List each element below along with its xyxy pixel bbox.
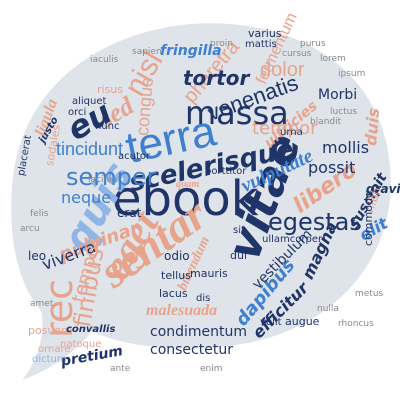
cloud-word: rhoncus <box>338 319 374 329</box>
speech-bubble-outline <box>8 20 394 387</box>
cloud-word: tellus <box>161 269 191 282</box>
cloud-word: egestas <box>268 208 362 236</box>
cloud-word: consectetur <box>150 342 233 358</box>
cloud-word: mollis <box>322 138 370 157</box>
cloud-word: acutor <box>118 151 151 162</box>
cloud-word: mauris <box>190 267 228 280</box>
cloud-word: felis <box>30 209 49 219</box>
cloud-word: Morbi <box>318 87 358 103</box>
cloud-word: dui <box>230 249 248 262</box>
cloud-word: tortor <box>183 66 250 90</box>
cloud-word: ante <box>110 364 131 374</box>
cloud-word: velit <box>260 317 282 328</box>
cloud-word: neque <box>61 188 112 207</box>
cloud-word: ornare <box>38 344 71 355</box>
cloud-word: sapien <box>132 47 162 57</box>
cloud-word: enim <box>200 364 223 374</box>
cloud-word: dolor <box>260 59 305 81</box>
cloud-word: cursus <box>282 49 312 59</box>
cloud-word: tincidunt <box>56 139 124 159</box>
cloud-word: lorem <box>320 54 346 64</box>
cloud-word: quam <box>176 179 200 190</box>
cloud-word: ullamcorper <box>262 234 323 245</box>
cloud-word: iaculis <box>90 55 119 65</box>
cloud-word: orci <box>68 107 87 118</box>
cloud-word: lacus <box>159 287 188 300</box>
cloud-word: tempor <box>252 118 318 139</box>
cloud-word: odio <box>164 249 190 263</box>
cloud-word: sit <box>233 225 245 236</box>
cloud-word: risus <box>97 83 124 96</box>
cloud-word: augue <box>285 315 320 328</box>
cloud-word: lacinia <box>88 175 118 185</box>
cloud-word: dis <box>196 293 211 304</box>
cloud-word: natoque <box>60 339 102 350</box>
cloud-word: dictum <box>32 354 67 365</box>
cloud-word: varius <box>248 27 282 40</box>
cloud-word: purus <box>300 39 326 49</box>
cloud-word: urna <box>280 127 303 138</box>
cloud-word: semper <box>66 163 157 191</box>
cloud-word: convallis <box>66 324 116 335</box>
cloud-word: ipsum <box>338 69 366 79</box>
cloud-word: aliquet <box>72 96 107 107</box>
cloud-word: arcu <box>20 224 40 234</box>
cloud-word: porttitor <box>205 166 247 177</box>
cloud-word: proin <box>210 39 233 49</box>
cloud-word: erat <box>117 206 142 220</box>
cloud-word: condimentum <box>150 324 248 340</box>
cloud-word: possit <box>308 158 356 177</box>
cloud-word: leo <box>28 249 47 263</box>
cloud-word: nulla <box>317 304 339 314</box>
cloud-word: nunc <box>95 121 120 132</box>
cloud-word: luctus <box>330 107 358 117</box>
cloud-word: commodo <box>362 191 375 246</box>
cloud-word: amet <box>30 299 54 309</box>
cloud-word: blandit <box>310 117 342 127</box>
cloud-word: ebook <box>112 171 259 227</box>
cloud-word: posuere <box>28 324 73 337</box>
cloud-word: duis <box>361 107 384 147</box>
cloud-word: metus <box>355 289 384 299</box>
cloud-word: massa <box>185 94 289 132</box>
cloud-word: mattis <box>245 39 277 50</box>
cloud-word: malesuada <box>146 302 218 319</box>
cloud-word: congue <box>132 76 158 137</box>
cloud-word: gravida <box>366 182 400 196</box>
cloud-word: fringilla <box>160 43 222 59</box>
